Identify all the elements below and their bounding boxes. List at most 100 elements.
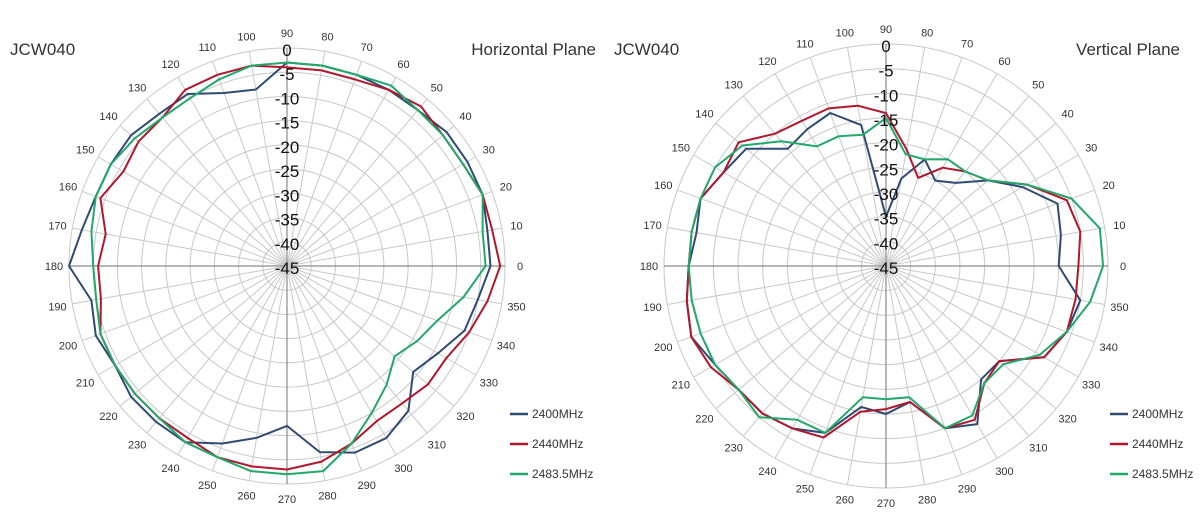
grid-spoke [286,265,397,456]
grid-spoke [885,265,1030,437]
angle-tick-label: 80 [321,32,333,44]
angle-tick-label: 300 [394,463,412,475]
chart-title: Horizontal Plane [471,40,596,59]
angle-tick-label: 190 [48,302,66,314]
grid-spoke [286,265,502,305]
angle-tick-labels: 0 10 20 30 40 50 60 70 80 90 100 110 120 130 140 150 160… [640,24,1129,510]
grid-spoke [286,98,428,267]
radial-tick-label: -35 [275,211,300,230]
radial-tick-label: 0 [282,41,291,60]
grid-spoke [742,95,887,267]
angle-tick-label: 240 [758,466,776,478]
angle-tick-label: 10 [1113,220,1125,232]
legend-label: 2483.5MHz [532,467,593,481]
chart-title: Vertical Plane [1076,40,1180,59]
angle-tick-label: 0 [1120,261,1126,273]
angle-tick-label: 60 [998,56,1010,68]
angle-tick-label: 320 [1058,413,1076,425]
grid-spoke [211,265,288,472]
grid-spoke [846,265,887,485]
angle-tick-label: 280 [318,491,336,503]
angle-tick-label: 310 [428,440,446,452]
angle-tick-label: 100 [237,32,255,44]
grid-spoke [885,73,998,267]
angle-tick-labels: 0 10 20 30 40 50 60 70 80 90 100 110 120 130 140 150 160… [45,28,526,506]
angle-tick-label: 310 [1029,443,1047,455]
angle-tick-label: 240 [161,463,179,475]
angle-tick-label: 260 [836,494,854,506]
radial-tick-label: -25 [874,160,899,179]
angle-tick-label: 70 [961,38,973,50]
grid-spoke [693,265,887,378]
angle-tick-label: 110 [796,38,814,50]
angle-tick-label: 110 [199,42,217,54]
angle-tick-label: 170 [643,220,661,232]
angle-tick-label: 100 [836,28,854,40]
polar-grid [68,47,506,485]
grid-spoke [286,265,326,481]
grid-spoke [81,265,288,342]
angle-tick-label: 330 [480,378,498,390]
angle-tick-label: 180 [640,261,658,273]
radial-tick-labels: 0 -5 -10 -15 -20 -25 -30 -35 -40 -45 [275,41,300,278]
grid-spoke [809,265,887,475]
angle-tick-label: 320 [456,411,474,423]
angle-tick-label: 140 [99,111,117,123]
angle-tick-label: 300 [995,466,1013,478]
angle-tick-label: 200 [654,342,672,354]
grid-spoke [715,265,887,410]
grid-spoke [885,265,963,475]
grid-spoke [286,227,502,267]
series-line [687,117,1105,434]
grid-spoke [119,265,288,407]
radial-tick-label: -5 [279,65,294,84]
angle-tick-label: 180 [45,261,63,273]
angle-tick-label: 50 [431,83,443,95]
grid-spoke [885,265,926,485]
legend-label: 2483.5MHz [1132,467,1193,481]
angle-tick-label: 280 [918,494,936,506]
angle-tick-label: 170 [48,221,66,233]
radial-tick-label: -15 [874,111,899,130]
angle-tick-label: 330 [1082,380,1100,392]
grid-spoke [885,265,1095,343]
angle-tick-label: 90 [281,28,293,40]
grid-spoke [885,57,963,267]
grid-spoke [809,57,887,267]
grid-spoke [286,76,397,267]
grid-spoke [715,122,887,267]
angle-tick-label: 290 [358,480,376,492]
legend-label: 2400MHz [532,407,583,421]
angle-tick-label: 130 [725,79,743,91]
horizontal-plane-chart: JCW040 Horizontal Plane 0 10 20 30 40 50 60 70 8… [10,28,596,506]
radial-tick-label: -10 [874,86,899,105]
angle-tick-label: 60 [397,59,409,71]
radial-tick-label: -5 [878,62,893,81]
radial-tick-label: -40 [275,235,300,254]
angle-tick-label: 220 [695,413,713,425]
grid-spoke [885,226,1105,267]
radial-tick-label: -20 [874,136,899,155]
grid-spoke [72,227,288,267]
radial-tick-label: -30 [275,186,300,205]
radial-tick-label: -45 [275,259,300,278]
device-label: JCW040 [614,40,679,59]
grid-spoke [286,265,493,342]
grid-spoke [286,125,455,267]
grid-spoke [885,265,1105,306]
radial-tick-label: -35 [874,210,899,229]
grid-spoke [286,51,326,267]
angle-tick-label: 150 [76,145,94,157]
legend-label: 2440MHz [1132,437,1183,451]
grid-spoke [667,226,887,267]
angle-tick-label: 340 [497,341,515,353]
angle-tick-label: 140 [695,109,713,121]
angle-tick-label: 160 [654,180,672,192]
grid-spoke [286,265,455,407]
series-lines [68,61,502,476]
angle-tick-label: 190 [643,302,661,314]
grid-spoke [177,265,288,456]
grid-spoke [885,95,1030,267]
grid-spoke [286,265,428,434]
grid-spoke [248,265,288,481]
